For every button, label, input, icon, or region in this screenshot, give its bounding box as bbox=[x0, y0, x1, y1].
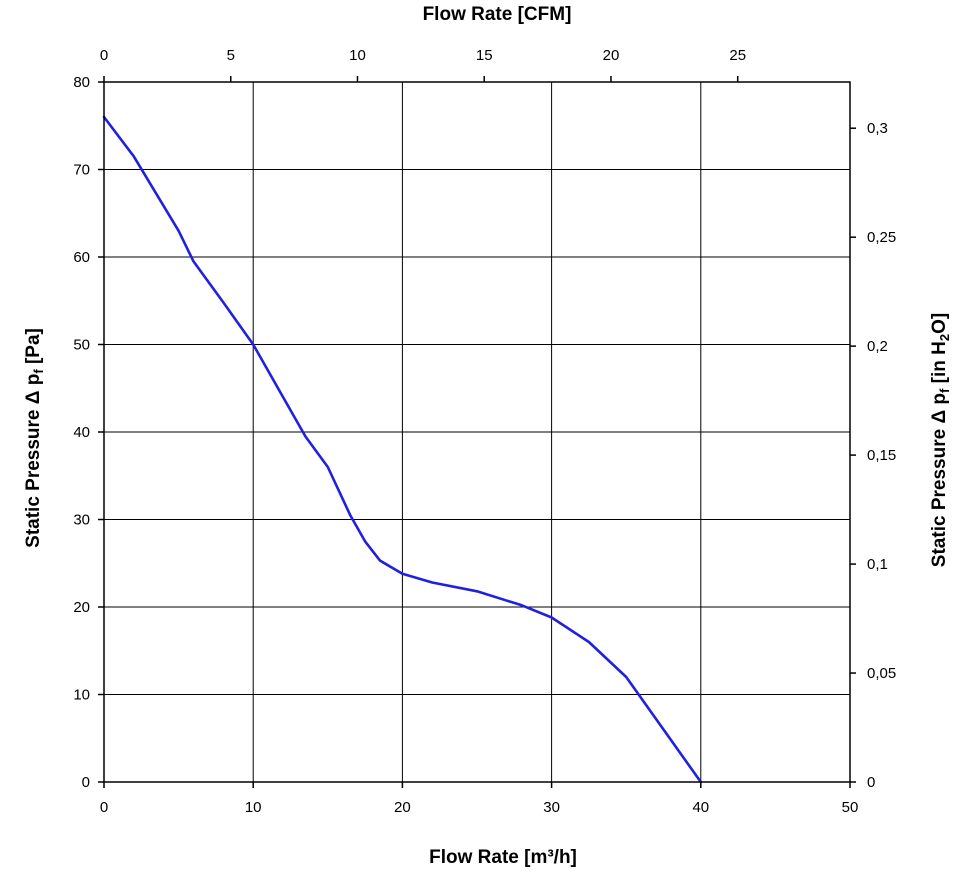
grid-lines bbox=[104, 82, 850, 782]
tick-label-x-top: 20 bbox=[603, 47, 620, 64]
tick-label-x-top: 0 bbox=[100, 47, 108, 64]
tick-label-x-bottom: 0 bbox=[100, 799, 108, 816]
tick-label-y-left: 0 bbox=[82, 774, 90, 791]
tick-label-y-right: 0,15 bbox=[867, 447, 896, 464]
tick-label-y-left: 40 bbox=[73, 424, 90, 441]
tick-label-x-top: 10 bbox=[349, 47, 366, 64]
tick-label-x-bottom: 10 bbox=[245, 799, 262, 816]
tick-label-y-left: 50 bbox=[73, 337, 90, 354]
tick-label-x-bottom: 40 bbox=[692, 799, 709, 816]
left-axis-title-prefix: Static Pressure Δ p bbox=[23, 374, 44, 548]
tick-label-x-top: 15 bbox=[476, 47, 493, 64]
tick-label-y-left: 20 bbox=[73, 599, 90, 616]
right-axis-title-suffix-2: O] bbox=[929, 313, 950, 334]
tick-label-x-top: 5 bbox=[227, 47, 235, 64]
tick-label-x-bottom: 50 bbox=[842, 799, 859, 816]
right-axis-title: Static Pressure Δ pf [in H2O] bbox=[929, 313, 952, 567]
series-layer bbox=[102, 115, 703, 784]
tick-label-y-left: 60 bbox=[73, 249, 90, 266]
right-axis-title-suffix: [in H bbox=[929, 341, 950, 389]
left-axis-title-suffix: [Pa] bbox=[23, 328, 44, 369]
tick-label-x-top: 25 bbox=[729, 47, 746, 64]
tick-marks bbox=[98, 76, 856, 788]
tick-label-y-right: 0,25 bbox=[867, 229, 896, 246]
tick-label-x-bottom: 20 bbox=[394, 799, 411, 816]
tick-label-y-left: 80 bbox=[73, 74, 90, 91]
right-axis-title-subscript: f bbox=[937, 388, 952, 393]
top-axis-title: Flow Rate [CFM] bbox=[423, 4, 572, 25]
tick-label-y-right: 0,2 bbox=[867, 338, 888, 355]
tick-label-y-right: 0 bbox=[867, 774, 875, 791]
left-axis-title-subscript: f bbox=[31, 369, 46, 374]
left-axis-title: Static Pressure Δ pf [Pa] bbox=[23, 328, 46, 548]
tick-label-y-right: 0,1 bbox=[867, 556, 888, 573]
right-axis-title-subscript-2: 2 bbox=[937, 334, 952, 341]
tick-label-y-left: 70 bbox=[73, 162, 90, 179]
right-axis-title-prefix: Static Pressure Δ p bbox=[929, 393, 950, 567]
tick-label-y-left: 30 bbox=[73, 512, 90, 529]
tick-label-y-right: 0,05 bbox=[867, 665, 896, 682]
tick-labels: 0 10 20 30 40 50 0 10 20 30 40 50 60 70 80 0 5 10 15 20 25 0 0… bbox=[73, 47, 896, 816]
tick-label-y-left: 10 bbox=[73, 687, 90, 704]
tick-label-y-right: 0,3 bbox=[867, 120, 888, 137]
pressure-curve bbox=[102, 115, 703, 784]
tick-label-x-bottom: 30 bbox=[543, 799, 560, 816]
bottom-axis-title: Flow Rate [m³/h] bbox=[429, 847, 577, 868]
